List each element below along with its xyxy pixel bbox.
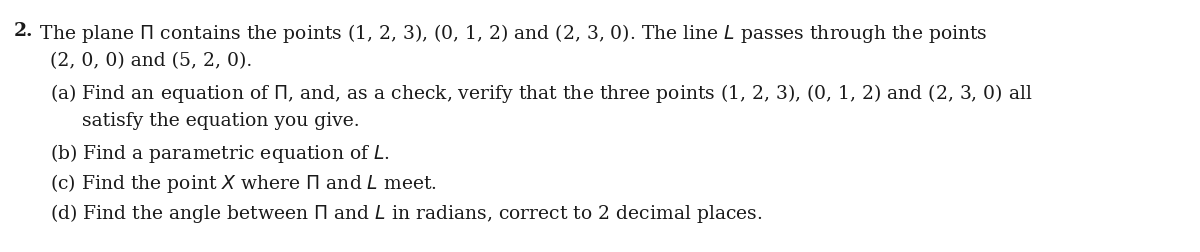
Text: (b) Find a parametric equation of $L$.: (b) Find a parametric equation of $L$. <box>50 142 390 165</box>
Text: (c) Find the point $X$ where $\mathrm{\Pi}$ and $L$ meet.: (c) Find the point $X$ where $\mathrm{\P… <box>50 172 437 195</box>
Text: The plane $\mathrm{\Pi}$ contains the points (1, 2, 3), (0, 1, 2) and (2, 3, 0).: The plane $\mathrm{\Pi}$ contains the po… <box>34 22 988 45</box>
Text: satisfy the equation you give.: satisfy the equation you give. <box>82 112 360 130</box>
Text: (d) Find the angle between $\mathrm{\Pi}$ and $L$ in radians, correct to 2 decim: (d) Find the angle between $\mathrm{\Pi}… <box>50 202 763 225</box>
Text: (a) Find an equation of $\mathrm{\Pi}$, and, as a check, verify that the three p: (a) Find an equation of $\mathrm{\Pi}$, … <box>50 82 1033 105</box>
Text: (2, 0, 0) and (5, 2, 0).: (2, 0, 0) and (5, 2, 0). <box>50 52 252 70</box>
Text: 2.: 2. <box>14 22 34 40</box>
